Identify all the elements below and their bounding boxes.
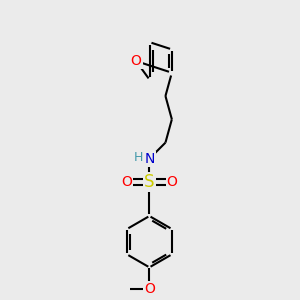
- Text: O: O: [144, 282, 155, 296]
- Text: H: H: [134, 151, 143, 164]
- Text: O: O: [167, 175, 178, 189]
- Text: N: N: [144, 152, 154, 166]
- Text: O: O: [130, 54, 142, 68]
- Text: O: O: [121, 175, 132, 189]
- Text: S: S: [144, 173, 155, 191]
